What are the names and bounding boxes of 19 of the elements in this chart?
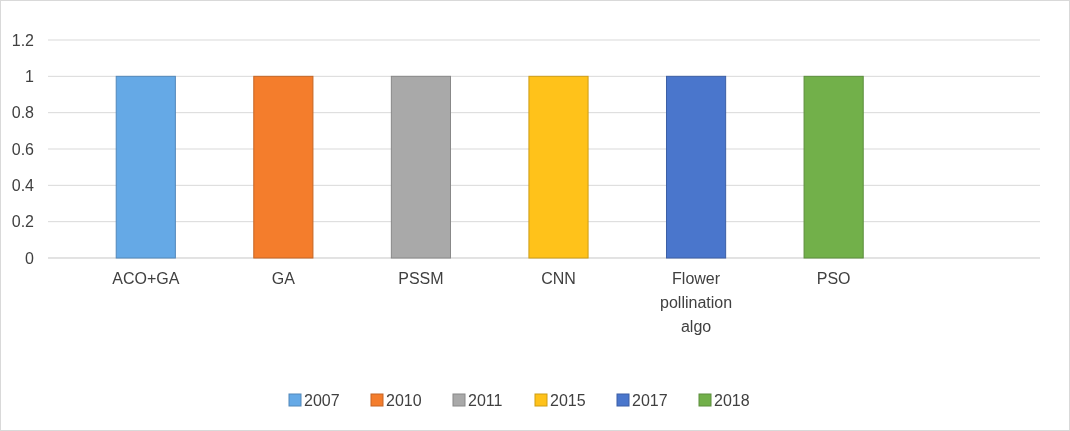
x-tick-label: ACO+GA (112, 270, 180, 287)
legend-label: 2015 (550, 391, 586, 409)
legend-label: 2011 (468, 391, 503, 409)
y-tick-label: 1.2 (11, 31, 35, 49)
x-tick-label: GA (271, 270, 296, 287)
legend-label: 2007 (304, 391, 340, 409)
legend-label: 2018 (714, 391, 750, 409)
x-tick-label: PSSM (398, 270, 444, 287)
y-tick-label: 0.8 (11, 104, 35, 122)
y-tick-label: 1 (25, 67, 35, 85)
y-tick-label: 0 (25, 249, 35, 267)
y-tick-label: 0.4 (11, 176, 35, 194)
x-tick-label: CNN (541, 270, 576, 287)
legend-label: 2017 (632, 391, 668, 409)
x-tick-label: Flower pollination algo (660, 270, 733, 335)
y-tick-label: 0.2 (11, 213, 35, 231)
legend-label: 2010 (386, 391, 422, 409)
x-tick-label: PSO (816, 270, 851, 287)
y-tick-label: 0.6 (11, 140, 35, 158)
